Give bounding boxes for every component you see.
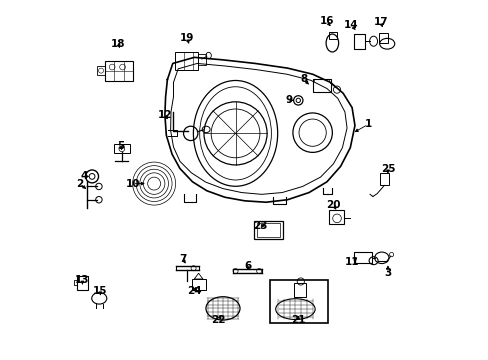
Text: 14: 14 (344, 20, 358, 30)
Text: 12: 12 (157, 110, 172, 120)
Text: 23: 23 (253, 221, 267, 231)
Text: 13: 13 (75, 275, 89, 285)
Text: 17: 17 (373, 17, 387, 27)
Text: 2: 2 (76, 179, 83, 189)
Text: 5: 5 (117, 141, 124, 151)
Bar (353, 34, 364, 49)
Text: 21: 21 (290, 315, 305, 325)
Bar (77, 276, 88, 290)
Bar (192, 279, 205, 290)
Text: 8: 8 (300, 74, 306, 84)
Bar (114, 144, 129, 153)
Text: 1: 1 (364, 120, 371, 129)
Bar (312, 79, 330, 93)
Text: 15: 15 (93, 286, 107, 296)
Text: 7: 7 (179, 254, 186, 264)
Bar (97, 66, 104, 75)
Bar (197, 54, 206, 65)
Text: 19: 19 (180, 33, 194, 43)
Bar (256, 223, 280, 237)
Text: 24: 24 (186, 286, 201, 296)
Text: 11: 11 (344, 257, 359, 267)
Bar (328, 210, 344, 224)
Text: 9: 9 (285, 95, 292, 105)
Text: 22: 22 (211, 315, 225, 325)
Text: 6: 6 (244, 261, 251, 271)
Text: 10: 10 (125, 179, 140, 189)
Bar (293, 283, 305, 297)
Bar (175, 52, 197, 70)
Text: 3: 3 (384, 268, 391, 278)
Text: 18: 18 (111, 39, 125, 49)
Bar (353, 252, 371, 263)
Bar (253, 221, 283, 239)
Text: 20: 20 (325, 200, 340, 210)
Bar (379, 33, 387, 43)
Bar (379, 173, 388, 185)
Text: 4: 4 (80, 171, 87, 181)
Bar (269, 280, 327, 323)
Bar (328, 32, 336, 39)
Text: 16: 16 (319, 17, 333, 27)
Text: 25: 25 (380, 164, 394, 174)
Bar (104, 60, 133, 81)
